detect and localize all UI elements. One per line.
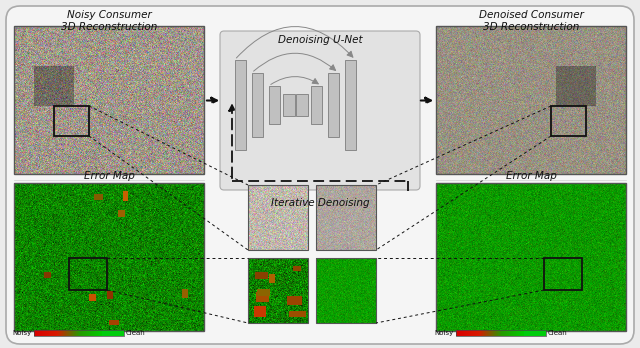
Text: Clean: Clean: [548, 330, 568, 336]
Text: Noisy: Noisy: [13, 330, 32, 336]
Bar: [14, 26, 204, 174]
Text: Noisy Consumer
3D Reconstruction: Noisy Consumer 3D Reconstruction: [61, 10, 157, 32]
Bar: [69, 258, 107, 290]
Bar: [310, 86, 321, 124]
Text: Iterative Denoising: Iterative Denoising: [271, 198, 369, 208]
Text: Clean: Clean: [126, 330, 146, 336]
Bar: [436, 26, 626, 174]
Bar: [316, 258, 376, 323]
Bar: [344, 60, 355, 150]
Bar: [551, 106, 586, 136]
Bar: [283, 94, 295, 116]
Bar: [296, 94, 308, 116]
Bar: [436, 183, 626, 331]
Text: Denoising U-Net: Denoising U-Net: [278, 35, 362, 45]
Bar: [34, 330, 124, 336]
Bar: [544, 258, 582, 290]
Text: Denoised Consumer
3D Reconstruction: Denoised Consumer 3D Reconstruction: [479, 10, 584, 32]
Bar: [316, 185, 376, 250]
Bar: [14, 183, 204, 331]
Bar: [328, 73, 339, 137]
FancyBboxPatch shape: [220, 31, 420, 190]
Bar: [234, 60, 246, 150]
FancyBboxPatch shape: [6, 6, 634, 344]
Bar: [269, 86, 280, 124]
Bar: [54, 106, 89, 136]
Text: Error Map: Error Map: [84, 171, 134, 181]
Bar: [248, 258, 308, 323]
Bar: [456, 330, 546, 336]
Text: Noisy: Noisy: [435, 330, 454, 336]
Bar: [252, 73, 262, 137]
Bar: [248, 185, 308, 250]
Text: Error Map: Error Map: [506, 171, 556, 181]
